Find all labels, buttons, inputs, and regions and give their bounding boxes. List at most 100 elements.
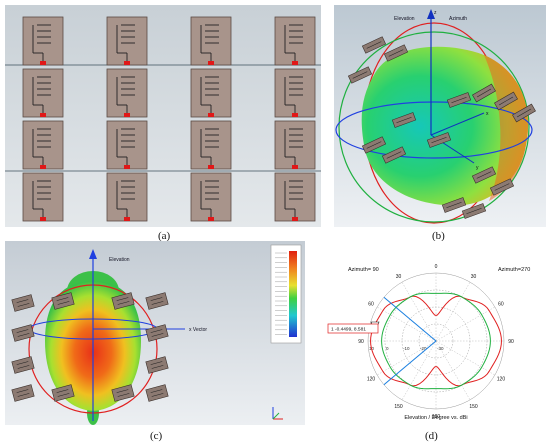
patch-element — [51, 292, 75, 310]
patch-element — [190, 172, 232, 222]
polar-spoke — [435, 340, 495, 376]
patch-element — [461, 203, 487, 219]
panel-b-3d-pattern: z Elevation Azimuth x y — [334, 5, 546, 227]
caption-d: (d) — [425, 430, 438, 442]
polar-radial-label: 0 — [386, 346, 389, 351]
patch-element — [22, 172, 64, 222]
polar-chart: Azimuth= 90 Azimuth=270 0 30 60 90 120 150 180… — [327, 264, 530, 421]
polar-spoke — [435, 282, 471, 342]
polar-tick-label: 30 — [471, 274, 477, 280]
polar-radial-label: -10 — [403, 346, 410, 351]
patch-element — [51, 384, 75, 402]
patch-element — [391, 112, 417, 128]
patch-element — [106, 120, 148, 170]
patch-element — [383, 44, 409, 62]
y-axis-label: y — [476, 165, 479, 171]
panel-d-polar-plot: Azimuth= 90 Azimuth=270 0 30 60 90 120 150 180… — [318, 241, 548, 425]
patch-element — [381, 146, 407, 164]
patch-element — [106, 172, 148, 222]
polar-series-line-1 — [370, 295, 502, 387]
patch-element — [106, 16, 148, 66]
patch-element — [11, 324, 35, 342]
patch-element — [190, 120, 232, 170]
polar-radial-label: -30 — [437, 346, 444, 351]
patch-element — [426, 132, 452, 148]
patch-element — [106, 68, 148, 118]
x-axis-label: x — [486, 111, 489, 117]
patch-element — [111, 384, 135, 402]
patch-element — [489, 178, 515, 196]
polar-spoke — [377, 340, 437, 376]
patch-element — [494, 91, 518, 111]
patch-element — [22, 68, 64, 118]
annotation-box — [327, 323, 379, 334]
patch-element — [145, 292, 169, 310]
patch-element — [441, 197, 467, 213]
patch-element — [274, 172, 316, 222]
elevation-label: Elevation — [394, 16, 415, 22]
patch-element — [471, 166, 497, 184]
caption-c: (c) — [150, 430, 163, 442]
color-scale-bar — [289, 251, 297, 337]
blue-ring — [335, 101, 533, 159]
x-vector-label: x Vector — [189, 327, 207, 333]
patch-element — [111, 292, 135, 310]
caption-a: (a) — [158, 230, 171, 242]
polar-tick-label: 0 — [435, 264, 438, 270]
pattern-3d-svg: z Elevation Azimuth x y — [334, 5, 546, 227]
patch-element — [145, 324, 169, 342]
polar-tick-label: 30 — [396, 274, 402, 280]
polar-tick-label: 180 — [432, 414, 441, 420]
polar-spoke — [401, 282, 437, 342]
patch-element — [274, 120, 316, 170]
patch-element — [145, 356, 169, 374]
polar-spoke — [401, 340, 437, 400]
radiation-pattern-blob — [361, 46, 529, 206]
panel-c-heatmap-pattern: Elevation x Vector — [5, 241, 305, 425]
patch-element — [190, 68, 232, 118]
polar-spoke — [377, 306, 437, 342]
azimuth-right-label: Azimuth=270 — [498, 267, 530, 273]
patch-element — [11, 356, 35, 374]
patch-element — [472, 83, 496, 103]
patch-element — [11, 294, 35, 312]
patch-element — [190, 16, 232, 66]
patch-element — [145, 384, 169, 402]
patch-element — [274, 68, 316, 118]
patch-element — [274, 16, 316, 66]
polar-tick-label: 150 — [394, 404, 403, 410]
caption-b: (b) — [432, 230, 445, 242]
patch-element — [512, 103, 536, 123]
polar-tick-label: 120 — [497, 377, 506, 383]
polar-tick-label: 90 — [358, 339, 364, 345]
panel-a-array-layout — [5, 5, 321, 227]
elevation-label: Elevation — [109, 257, 130, 263]
polar-series-line-2 — [381, 292, 491, 390]
patch-element — [446, 92, 472, 108]
patch-element — [361, 36, 387, 54]
green-ring — [338, 31, 530, 223]
polar-ring — [418, 323, 454, 359]
patch-element — [22, 16, 64, 66]
patch-element — [22, 120, 64, 170]
z-axis-label: z — [434, 10, 437, 16]
pattern-top-svg: Elevation x Vector — [5, 241, 305, 425]
patch-element — [347, 66, 373, 84]
polar-x-label: Elevation / Degree vs. dBi — [404, 415, 467, 421]
polar-spoke — [435, 306, 495, 342]
polar-tick-label: 150 — [469, 404, 478, 410]
beam-marker-upper — [383, 296, 437, 342]
polar-tick-label: 120 — [367, 377, 376, 383]
polar-radial-label: -20 — [420, 346, 427, 351]
beam-marker-lower — [383, 340, 437, 386]
polar-ring — [367, 272, 505, 410]
azimuth-left-label: Azimuth= 90 — [348, 267, 379, 273]
polar-tick-label: 60 — [498, 302, 504, 308]
polar-tick-label: 60 — [368, 302, 374, 308]
azimuth-label: Azimuth — [449, 16, 467, 22]
annotation-text: 1 -0.4499, 8.581 — [331, 327, 366, 333]
polar-tick-label: 90 — [508, 339, 514, 345]
polar-spoke — [435, 340, 471, 400]
array-layout-svg — [5, 5, 321, 227]
patch-element — [361, 136, 387, 154]
